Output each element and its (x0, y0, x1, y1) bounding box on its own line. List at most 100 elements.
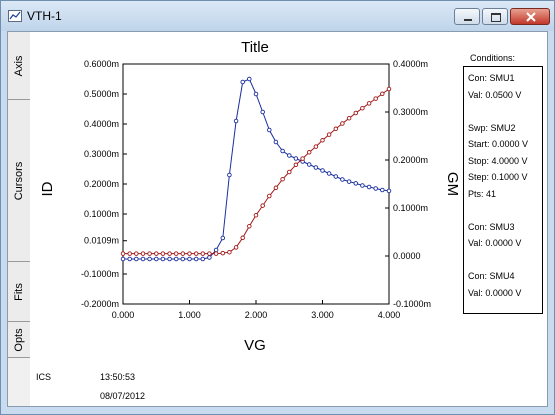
data-point-id (293, 156, 299, 161)
data-point-id (373, 186, 378, 191)
y-left-tick-label: 0.1000m (84, 209, 119, 219)
tab-opts[interactable]: Opts (8, 322, 30, 358)
data-point-gm (227, 249, 232, 255)
condition-line: Val: 0.0000 V (468, 238, 522, 248)
y-right-tick-label: 0.4000m (393, 59, 428, 69)
data-point-id (233, 118, 239, 124)
footer-time: 13:50:53 (100, 372, 136, 382)
condition-line: Con: SMU3 (468, 221, 515, 232)
data-point-gm (253, 212, 259, 218)
x-axis-label: VG (244, 337, 266, 354)
maximize-button[interactable] (482, 8, 508, 25)
data-point-id (127, 256, 132, 262)
series-line-gm (123, 88, 390, 255)
chart-app-icon (8, 10, 22, 22)
data-point-gm (340, 121, 345, 126)
y-right-tick-label: 0.1000m (393, 203, 428, 213)
data-point-gm (247, 223, 252, 229)
data-point-gm (380, 91, 385, 97)
y-left-tick-label: -0.2000m (81, 299, 119, 309)
data-point-gm (193, 251, 199, 256)
condition-line: Con: SMU1 (468, 73, 515, 83)
series-line-id (123, 78, 390, 260)
data-point-gm (360, 105, 365, 111)
data-point-id (386, 188, 392, 194)
data-point-gm (373, 96, 378, 101)
data-point-gm (273, 185, 279, 191)
y-left-tick-label: 0.6000m (84, 59, 119, 69)
data-point-gm (200, 251, 206, 256)
data-point-id (227, 172, 232, 178)
data-point-id (240, 79, 245, 85)
data-point-id (380, 187, 385, 193)
chart-title: Title (241, 39, 269, 56)
data-point-gm (280, 176, 285, 182)
tab-fits[interactable]: Fits (8, 262, 30, 322)
data-point-id (306, 162, 312, 167)
data-point-gm (240, 235, 245, 241)
data-point-gm (213, 251, 219, 256)
minimize-button[interactable] (454, 8, 480, 25)
data-point-id (220, 235, 226, 241)
data-point-id (320, 168, 325, 173)
close-icon (526, 12, 536, 22)
data-point-id (213, 247, 219, 253)
data-point-gm (260, 203, 265, 208)
condition-line: Step: 0.1000 V (468, 172, 528, 182)
condition-line: Stop: 4.0000 V (468, 155, 528, 166)
y-left-tick-label: 0.0109m (84, 236, 119, 246)
plot-area: Title VG ID GM 0.000 1.000 2.000 3.000 4.000… (30, 32, 547, 406)
x-tick-label: 2.000 (245, 310, 268, 320)
x-tick-label: 0.000 (112, 310, 135, 320)
data-point-gm (220, 250, 226, 256)
data-point-gm (320, 138, 325, 143)
window-title: VTH-1 (27, 9, 62, 23)
data-point-gm (300, 156, 305, 161)
data-point-id (326, 171, 332, 176)
data-point-id (247, 76, 252, 82)
tab-opts-label: Opts (13, 327, 25, 352)
data-point-gm (127, 251, 132, 256)
condition-line: Swp: SMU2 (468, 122, 516, 133)
data-point-gm (140, 251, 146, 256)
graph-panel: Axis Cursors Fits Opts Title VG ID GM 0.… (7, 31, 548, 407)
data-point-id (313, 165, 319, 170)
data-point-id (366, 184, 372, 190)
condition-line: Val: 0.0000 V (468, 287, 522, 298)
data-point-id (173, 256, 179, 262)
conditions-title: Conditions: (470, 53, 516, 63)
data-point-gm (353, 110, 359, 116)
data-point-id (154, 256, 159, 262)
y-axis-right-label: GM (444, 172, 460, 196)
condition-line: Con: SMU4 (468, 271, 515, 281)
data-point-gm (326, 132, 332, 137)
y-left-tick-label: 0.3000m (84, 149, 119, 159)
data-point-gm (267, 193, 272, 199)
y-left-tick-label: 0.2000m (84, 179, 119, 189)
y-left-tick-label: -0.1000m (81, 269, 119, 279)
y-left-tick-label: 0.5000m (84, 89, 119, 99)
data-point-gm (233, 245, 239, 250)
data-point-id (200, 256, 206, 262)
close-button[interactable] (510, 8, 550, 25)
x-tick-label: 3.000 (311, 310, 334, 320)
data-point-id (207, 255, 212, 260)
data-point-id (160, 256, 166, 262)
data-point-gm (120, 251, 126, 256)
title-bar[interactable]: VTH-1 (1, 1, 554, 31)
side-tab-bar: Axis Cursors Fits Opts (8, 32, 31, 406)
conditions-box: Con: SMU1 Val: 0.0500 V Swp: SMU2 Start: 0.… (463, 66, 543, 314)
tab-cursors[interactable]: Cursors (8, 100, 30, 262)
condition-line: Pts: 41 (468, 188, 497, 199)
tab-axis[interactable]: Axis (8, 32, 30, 100)
data-point-id (187, 256, 192, 262)
data-point-gm (346, 115, 352, 121)
data-point-gm (386, 86, 392, 92)
condition-line: Val: 0.0500 V (468, 89, 522, 100)
data-point-id (346, 179, 352, 184)
data-point-gm (313, 144, 319, 149)
data-point-gm (180, 251, 186, 256)
plot-frame (122, 63, 390, 305)
y-axis-left-label: ID (39, 181, 56, 196)
y-left-tick-label: 0.4000m (84, 119, 119, 129)
